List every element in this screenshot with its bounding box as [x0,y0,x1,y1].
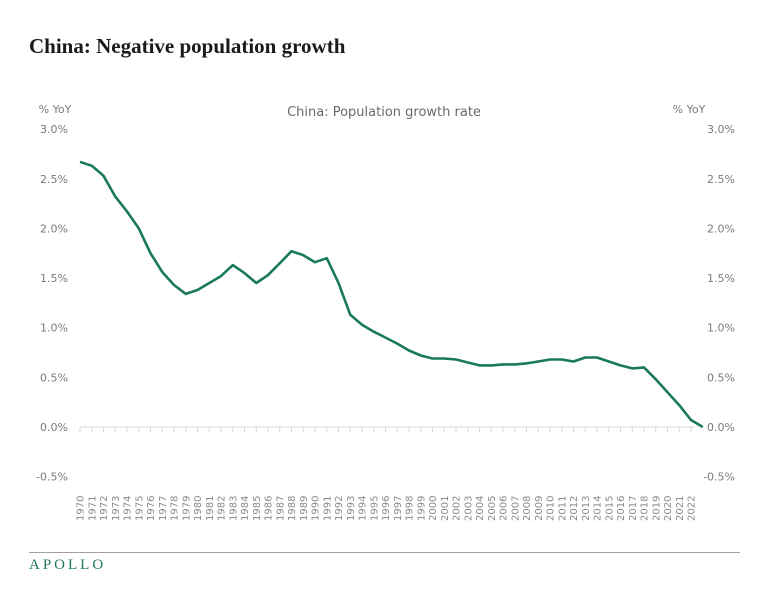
x-tick-label: 1991 [322,496,333,521]
page-title: China: Negative population growth [29,34,346,58]
x-tick-label: 2020 [663,496,674,521]
x-tick-label: 2008 [522,496,533,521]
series-line [79,160,704,429]
x-tick-label: 2018 [640,496,651,521]
y-tick-label-left: -0.5% [36,471,68,484]
x-tick-label: 2010 [546,496,557,521]
x-tick-label: 2016 [616,496,627,521]
x-tick-label: 1986 [264,496,275,521]
x-tick-label: 1990 [311,496,322,521]
x-tick-label: 1998 [405,496,416,521]
x-tick-label: 1970 [76,496,87,521]
x-tick-label: 1994 [358,496,369,521]
y-tick-label-right: 1.5% [707,272,735,285]
x-tick-label: 1988 [287,496,298,521]
x-tick-label: 1983 [228,496,239,521]
x-tick-label: 2002 [452,496,463,521]
y-axis-label-left: % YoY [39,103,72,116]
x-tick-label: 2017 [628,496,639,521]
x-tick-label: 1999 [416,496,427,521]
x-tick-label: 2021 [675,496,686,521]
x-tick-label: 2022 [687,496,698,521]
x-tick-label: 2019 [651,496,662,521]
x-tick-label: 2004 [475,496,486,521]
x-tick-label: 1971 [87,496,98,521]
y-tick-label-left: 2.0% [40,222,68,235]
chart-title: China: Population growth rate [287,105,481,120]
x-tick-label: 1981 [205,496,216,521]
x-tick-label: 1975 [134,496,145,521]
x-tick-label: 1972 [99,496,110,521]
y-tick-label-left: 3.0% [40,123,68,136]
y-tick-label-right: 0.5% [707,371,735,384]
y-tick-label-left: 0.5% [40,371,68,384]
x-tick-label: 1977 [158,496,169,521]
x-tick-label: 2011 [557,496,568,521]
y-tick-label-left: 1.5% [40,272,68,285]
x-tick-label: 1995 [369,496,380,521]
y-tick-label-right: 1.0% [707,322,735,335]
y-tick-label-left: 1.0% [40,322,68,335]
y-tick-label-left: 0.0% [40,421,68,434]
x-tick-label: 1997 [393,496,404,521]
x-tick-label: 2000 [428,496,439,521]
x-tick-label: 1978 [170,496,181,521]
x-tick-label: 2006 [499,496,510,521]
y-tick-label-right: 3.0% [707,123,735,136]
x-tick-label: 2015 [604,496,615,521]
x-tick-label: 1979 [181,496,192,521]
x-tick-label: 2014 [593,496,604,521]
x-tick-label: 1996 [381,496,392,521]
y-tick-label-right: 2.0% [707,222,735,235]
y-tick-label-left: 2.5% [40,173,68,186]
x-tick-label: 2012 [569,496,580,521]
x-tick-label: 2005 [487,496,498,521]
x-tick-label: 2003 [463,496,474,521]
x-tick-label: 1976 [146,496,157,521]
footer-divider [29,552,740,553]
x-tick-label: 1985 [252,496,263,521]
x-tick-label: 1984 [240,496,251,521]
x-tick-label: 1973 [111,496,122,521]
x-tick-label: 1982 [217,496,228,521]
x-tick-label: 1989 [299,496,310,521]
x-tick-label: 2001 [440,496,451,521]
y-tick-label-right: -0.5% [703,471,735,484]
x-tick-label: 1993 [346,496,357,521]
apollo-logo: APOLLO [29,557,107,573]
y-tick-label-right: 2.5% [707,173,735,186]
y-axis-label-right: % YoY [673,103,706,116]
x-tick-label: 1974 [123,496,134,521]
x-tick-label: 1980 [193,496,204,521]
x-tick-label: 1987 [275,496,286,521]
x-tick-label: 1992 [334,496,345,521]
y-tick-label-right: 0.0% [707,421,735,434]
x-tick-label: 2009 [534,496,545,521]
x-tick-label: 2013 [581,496,592,521]
x-tick-label: 2007 [510,496,521,521]
